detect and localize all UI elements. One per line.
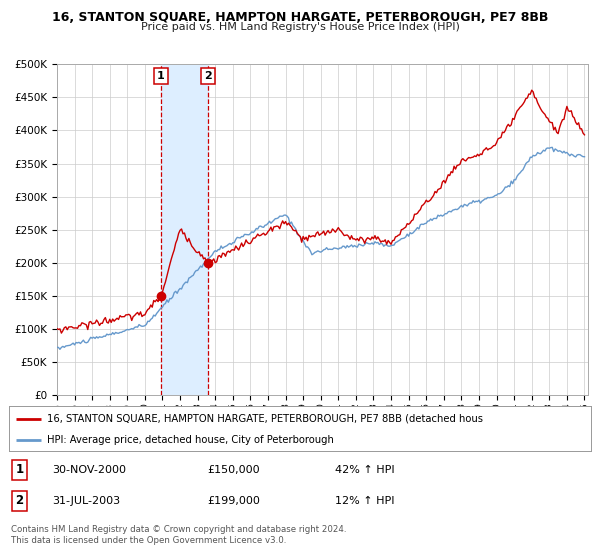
Text: £150,000: £150,000	[207, 465, 260, 475]
Text: 12% ↑ HPI: 12% ↑ HPI	[335, 496, 394, 506]
Text: 42% ↑ HPI: 42% ↑ HPI	[335, 465, 395, 475]
Bar	[161, 64, 208, 395]
Text: 1: 1	[157, 71, 165, 81]
Text: 30-NOV-2000: 30-NOV-2000	[53, 465, 127, 475]
Text: 16, STANTON SQUARE, HAMPTON HARGATE, PETERBOROUGH, PE7 8BB (detached hous: 16, STANTON SQUARE, HAMPTON HARGATE, PET…	[47, 413, 483, 423]
Text: £199,000: £199,000	[207, 496, 260, 506]
Text: 31-JUL-2003: 31-JUL-2003	[53, 496, 121, 506]
Text: This data is licensed under the Open Government Licence v3.0.: This data is licensed under the Open Gov…	[11, 536, 286, 545]
Text: HPI: Average price, detached house, City of Peterborough: HPI: Average price, detached house, City…	[47, 435, 334, 445]
Text: 16, STANTON SQUARE, HAMPTON HARGATE, PETERBOROUGH, PE7 8BB: 16, STANTON SQUARE, HAMPTON HARGATE, PET…	[52, 11, 548, 24]
Text: 2: 2	[204, 71, 212, 81]
Text: Contains HM Land Registry data © Crown copyright and database right 2024.: Contains HM Land Registry data © Crown c…	[11, 525, 346, 534]
Text: 2: 2	[16, 494, 23, 507]
Text: 1: 1	[16, 463, 23, 476]
Text: Price paid vs. HM Land Registry's House Price Index (HPI): Price paid vs. HM Land Registry's House …	[140, 22, 460, 32]
